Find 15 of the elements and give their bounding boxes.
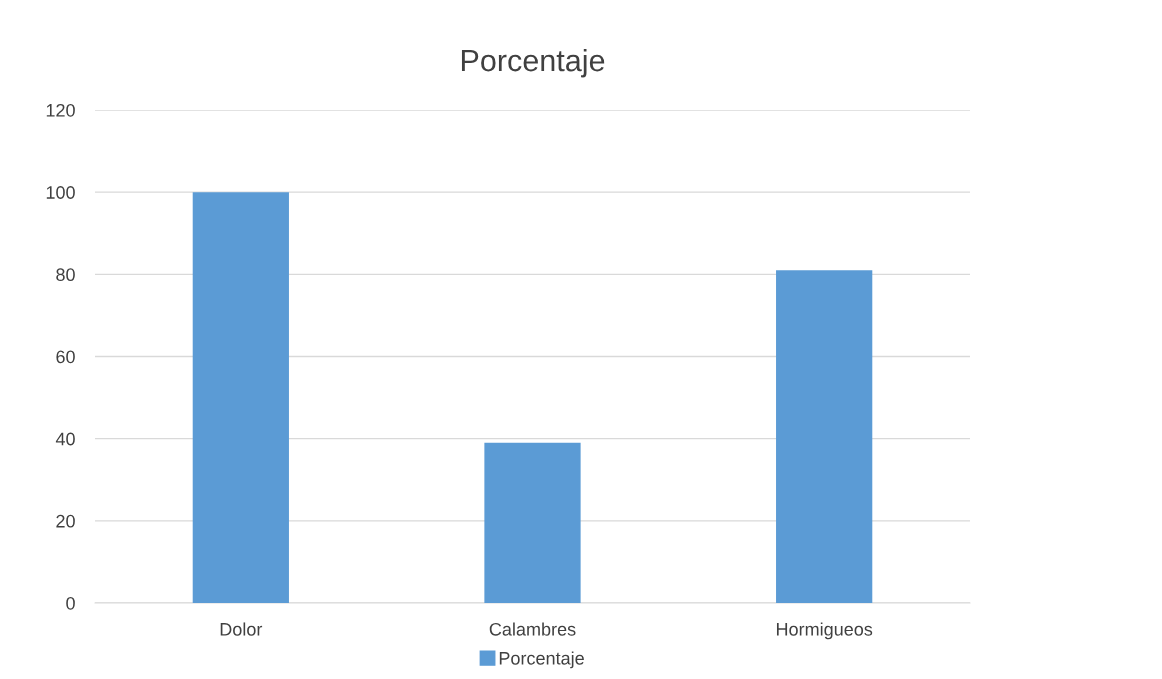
- x-tick-label: Hormigueos: [776, 622, 873, 640]
- y-tick-label: 0: [66, 596, 75, 610]
- y-tick-label: 120: [46, 103, 75, 117]
- bar: [484, 442, 581, 603]
- y-tick-label: 40: [55, 432, 75, 446]
- bar: [192, 192, 289, 603]
- y-tick-label: 60: [56, 350, 75, 364]
- x-tick-label: Calambres: [489, 622, 576, 636]
- bar: [776, 270, 873, 603]
- y-tick-label: 100: [46, 186, 75, 199]
- y-tick-label: 20: [56, 514, 75, 528]
- y-tick-label: 80: [56, 268, 75, 282]
- x-tick-label: Dolor: [220, 622, 263, 636]
- chart-title: Porcentaje: [461, 48, 605, 78]
- legend-label: Porcentaje: [499, 651, 584, 669]
